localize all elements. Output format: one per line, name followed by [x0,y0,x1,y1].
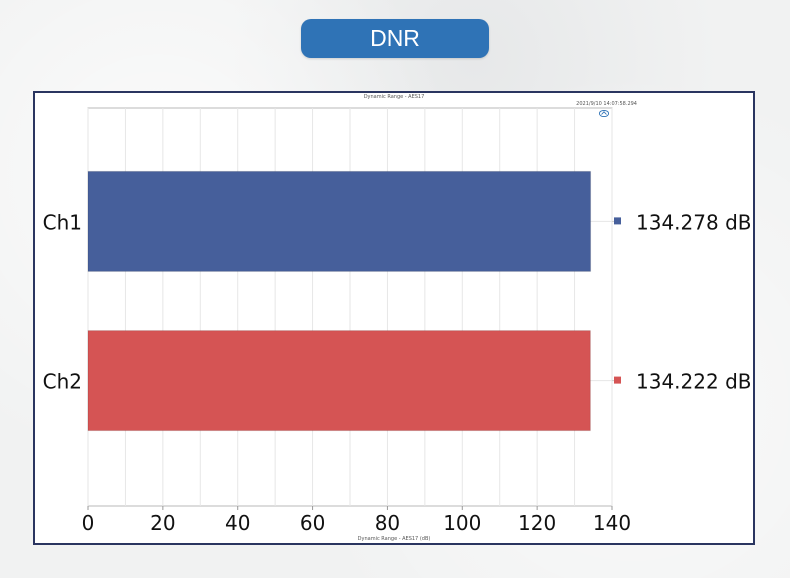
grid-lines [87,107,613,510]
x-tick-label: 80 [375,511,400,535]
x-tick-label: 0 [82,511,95,535]
x-tick-label: 100 [443,511,481,535]
category-label: Ch1 [43,210,82,234]
bar-ch2 [87,330,591,432]
value-label: 134.222 dB [636,370,751,394]
labels: Ch1 134.278 dB Ch2 134.222 dB 0 20 40 60 80 100 12… [43,210,752,535]
chart-timestamp: 2021/9/10 14:07:58.294 [576,101,637,107]
category-label: Ch2 [43,370,82,394]
bar-ch1 [87,170,592,272]
legend-swatch [614,217,621,225]
bars [87,170,592,432]
x-tick-label: 140 [593,511,631,535]
ap-logo-icon [599,110,609,117]
chart-panel: Dynamic Range - AES17 2021/9/10 14:07:58… [33,91,755,545]
page-title: DNR [301,19,489,58]
x-tick-label: 40 [225,511,250,535]
chart-title: Dynamic Range - AES17 [363,94,425,100]
x-axis-label: Dynamic Range - AES17 (dB) [357,536,431,542]
legend-swatch [614,376,621,384]
x-tick-label: 120 [518,511,556,535]
x-tick-label: 20 [150,511,175,535]
x-tick-label: 60 [300,511,325,535]
value-label: 134.278 dB [636,210,751,234]
